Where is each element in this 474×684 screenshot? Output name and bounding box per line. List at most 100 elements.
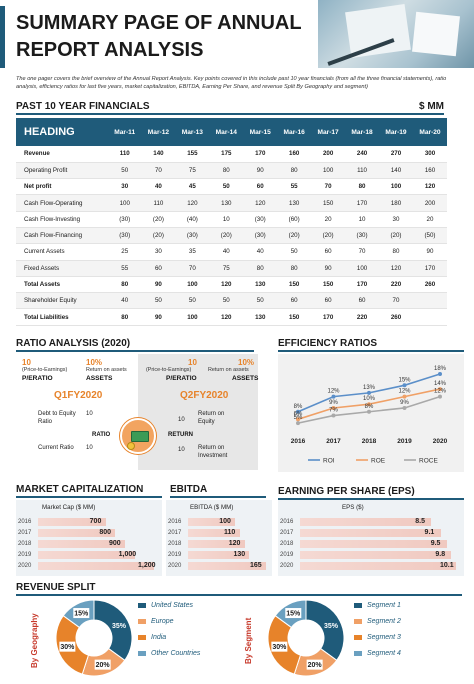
slice-label: 30%	[272, 644, 287, 651]
column-header: Mar-11	[108, 118, 142, 146]
table-cell: 60	[141, 260, 176, 277]
financials-title: PAST 10 YEAR FINANCIALS	[16, 101, 444, 115]
bar	[38, 518, 106, 526]
table-cell: 150	[277, 308, 312, 326]
x-tick-label: 2017	[326, 438, 341, 445]
table-cell: 30	[108, 178, 142, 196]
data-point	[296, 421, 300, 426]
table-cell: 80	[243, 260, 278, 277]
data-label: 12%	[327, 389, 340, 395]
table-cell: 80	[277, 162, 312, 180]
data-label: 8%	[365, 404, 374, 410]
row-label: Shareholder Equity	[16, 292, 108, 310]
data-label: 13%	[363, 385, 376, 391]
table-cell	[412, 292, 447, 310]
table-cell: (30)	[108, 227, 142, 245]
data-label: 9.1	[424, 529, 435, 536]
legend-swatch	[354, 650, 362, 656]
banknote-icon	[131, 431, 149, 442]
q2-roi-label: Return on Investment	[198, 445, 228, 459]
table-cell: 160	[277, 146, 312, 163]
table-cell: 120	[243, 194, 278, 212]
eps-chart: EPS ($) 2016 8.5 2017 9.1 2018 9.5 2019 9.8 2020…	[278, 500, 464, 576]
table-cell: 140	[141, 146, 176, 163]
table-cell: 100	[345, 260, 380, 277]
table-cell: 260	[379, 308, 413, 326]
table-cell: 120	[209, 308, 244, 326]
bar	[300, 529, 441, 537]
data-point	[296, 417, 300, 422]
table-cell: 175	[209, 146, 244, 163]
header-photo	[318, 0, 474, 68]
table-cell: 70	[311, 178, 346, 196]
data-label: 165	[250, 562, 262, 569]
q2-roa-value: 10%	[238, 358, 255, 367]
q1-quarter-label: Q1FY2020	[54, 390, 103, 401]
bar	[300, 562, 456, 570]
bar	[188, 562, 266, 570]
data-label: 5%	[294, 415, 303, 421]
q1-current-ratio-label: Current Ratio	[38, 445, 74, 451]
data-label: 10.1	[440, 562, 454, 569]
table-cell: 130	[243, 276, 278, 294]
table-cell: 60	[311, 243, 346, 261]
legend-label: Segment 2	[367, 618, 401, 625]
table-cell: 110	[108, 146, 142, 163]
eps-series-label: EPS ($)	[342, 504, 364, 511]
table-cell: 150	[311, 276, 346, 294]
q2-pe-note: (Price-to-Earnings)	[146, 367, 192, 373]
legend-item: United States	[138, 602, 193, 609]
legend-label: ROE	[371, 458, 386, 465]
legend-item: Segment 1	[354, 602, 401, 609]
table-cell: 70	[379, 292, 413, 310]
data-point	[296, 409, 300, 414]
table-cell: 130	[277, 194, 312, 212]
table-cell: 55	[108, 260, 142, 277]
data-label: 12%	[398, 389, 411, 395]
table-cell: 240	[345, 146, 380, 163]
table-cell: 40	[209, 243, 244, 261]
table-cell	[412, 308, 447, 326]
legend-item: Europe	[138, 618, 174, 625]
table-cell: 110	[141, 194, 176, 212]
table-cell: 10	[345, 211, 380, 228]
table-cell: 170	[345, 194, 380, 212]
table-cell: 75	[209, 260, 244, 277]
table-cell: (30)	[243, 211, 278, 228]
table-cell: 90	[243, 162, 278, 180]
q1-pe-label: P/ERATIO	[22, 375, 53, 382]
column-header: Mar-16	[277, 118, 312, 146]
table-cell: 155	[175, 146, 210, 163]
table-cell: 120	[379, 260, 413, 277]
table-cell: 25	[108, 243, 142, 261]
bar	[188, 518, 236, 526]
data-label: 7%	[329, 408, 338, 414]
column-header: Mar-15	[243, 118, 278, 146]
page-title: Summary page of annual report analysis	[16, 12, 302, 61]
table-cell: 35	[175, 243, 210, 261]
row-label: Total Assets	[16, 276, 108, 294]
table-cell: 40	[243, 243, 278, 261]
row-label: Cash Flow-Financing	[16, 227, 108, 245]
table-cell: 90	[412, 243, 447, 261]
by-geography-label: By Geography	[30, 613, 39, 668]
table-cell: 220	[379, 276, 413, 294]
data-label: 8%	[294, 404, 303, 410]
y-tick-label: 2017	[18, 530, 32, 536]
legend-label: India	[151, 634, 167, 641]
data-label: 9%	[400, 400, 409, 406]
q1-pe-note: (Price-to-Earnings)	[22, 367, 68, 373]
table-cell: 130	[209, 194, 244, 212]
slice-label-bg	[94, 659, 111, 670]
legend-label: ROCE	[419, 458, 438, 465]
table-cell: 10	[209, 211, 244, 228]
q2-pe-label: P/ERATIO	[166, 375, 197, 382]
y-tick-label: 2018	[18, 541, 32, 547]
table-row: Total Assets 80 90 100 120 130 150 150 170 220 260	[16, 276, 447, 294]
data-label: 900	[109, 540, 121, 547]
revenue-split-title: REVENUE SPLIT	[16, 582, 462, 596]
ratio-panel: 10 (Price-to-Earnings) P/ERATIO 10% Retu…	[16, 354, 258, 470]
bar	[188, 551, 250, 559]
financials-table: HEADING Mar-11 Mar-12 Mar-13 Mar-14 Mar-15 Ma…	[16, 118, 447, 326]
data-label: 9.8	[435, 551, 446, 558]
